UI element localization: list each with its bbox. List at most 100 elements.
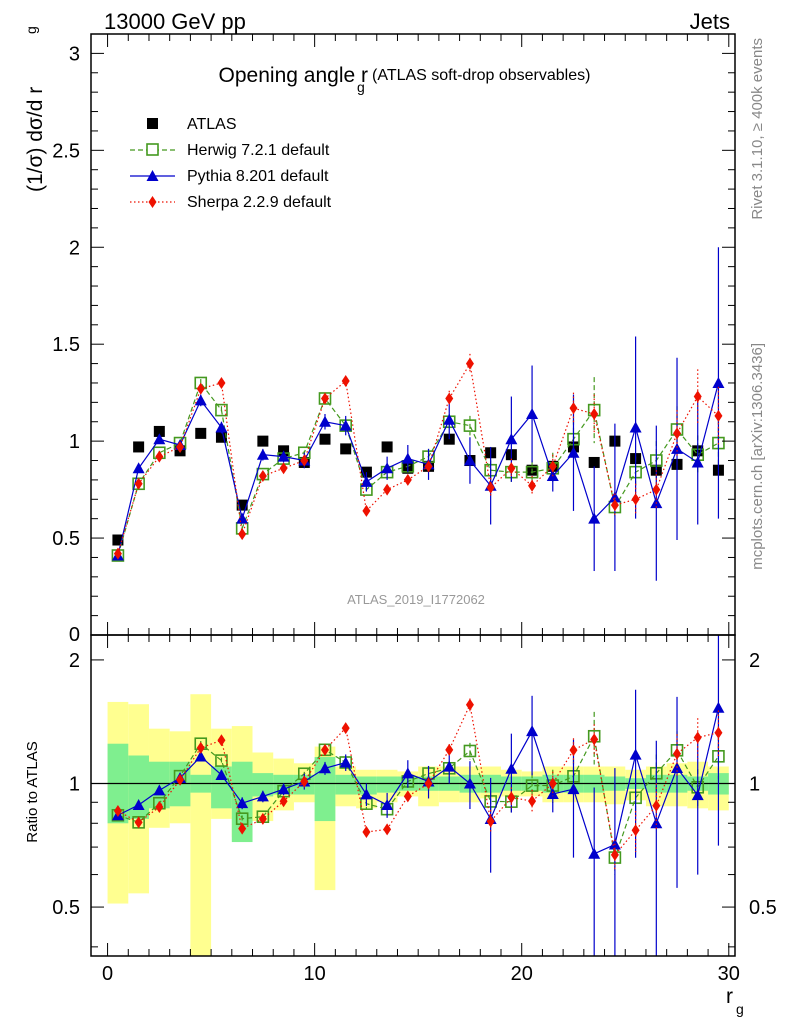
- atlas-point: [340, 443, 352, 455]
- pythia-8-201-default-ratio-point: [381, 798, 394, 810]
- pythia-8-201-default-point: [339, 419, 352, 431]
- pythia-8-201-default-point: [381, 462, 394, 474]
- sherpa-2-2-9-default-ratio-point: [341, 722, 350, 735]
- pythia-8-201-default-ratio-line: [117, 707, 720, 855]
- pythia-8-201-default-ratio-point: [153, 784, 166, 796]
- sherpa-2-2-9-default-point: [258, 470, 267, 483]
- herwig-7-2-1-default-point: [463, 419, 477, 432]
- sherpa-2-2-9-default-ratio-point: [383, 823, 392, 836]
- chart-title-main: Opening angle r: [219, 64, 368, 87]
- pythia-8-201-default-point: [608, 491, 621, 503]
- legend: ATLAS Herwig 7.2.1 default Pythia 8.201 …: [130, 116, 332, 211]
- main-y-tick-label: 3: [69, 43, 80, 65]
- sherpa-2-2-9-default-ratio-point: [590, 733, 599, 746]
- legend-marker-sherpa: [148, 196, 157, 208]
- sherpa-2-2-9-default-point: [176, 440, 185, 453]
- pythia-8-201-default-point: [194, 394, 207, 406]
- sherpa-2-2-9-default-line: [117, 361, 719, 554]
- pythia-8-201-default-point: [505, 433, 518, 445]
- sherpa-2-2-9-default-ratio-point: [403, 790, 412, 803]
- sherpa-2-2-9-default-point: [134, 477, 143, 490]
- main-y-tick-label: 0.5: [52, 528, 80, 550]
- pythia-8-201-default-point: [153, 433, 166, 445]
- sherpa-2-2-9-default-point: [362, 504, 371, 517]
- ratio-y-tick-label-right: 0.5: [749, 897, 777, 919]
- pythia-8-201-default-ratio-point: [463, 777, 476, 789]
- pythia-8-201-default-point: [671, 442, 684, 454]
- sherpa-2-2-9-default-point: [652, 483, 661, 496]
- sherpa-2-2-9-default-ratio-point: [714, 726, 723, 739]
- main-y-tick-label: 2.5: [52, 140, 80, 162]
- sherpa-2-2-9-default-point: [320, 392, 329, 405]
- pythia-8-201-default-point: [132, 462, 145, 474]
- pythia-8-201-default-ratio-point: [629, 748, 642, 760]
- atlas-point: [153, 425, 165, 437]
- ratio-stat-band-bin: [376, 776, 398, 793]
- pythia-8-201-default-ratio-point: [318, 762, 331, 774]
- mcplots-citation-label: mcplots.cern.ch [arXiv:1306.3436]: [749, 343, 766, 570]
- sherpa-2-2-9-default-point: [279, 462, 288, 475]
- sherpa-2-2-9-default-ratio-point: [652, 799, 661, 812]
- legend-label-sherpa: Sherpa 2.2.9 default: [187, 194, 332, 211]
- main-y-tick-label: 1.5: [52, 334, 80, 356]
- atlas-point: [381, 441, 393, 453]
- legend-label-pythia: Pythia 8.201 default: [187, 168, 329, 185]
- pythia-8-201-default-point: [277, 450, 290, 462]
- ratio-plot-frame: [90, 634, 736, 957]
- sherpa-2-2-9-default-ratio-point: [176, 773, 185, 786]
- main-ylabel-sub: g: [23, 26, 39, 34]
- sherpa-2-2-9-default-ratio-point: [196, 741, 205, 754]
- sherpa-2-2-9-default-point: [424, 460, 433, 473]
- pythia-8-201-default-ratio-point: [546, 788, 559, 800]
- sherpa-2-2-9-default-ratio-point: [155, 801, 164, 814]
- atlas-point: [195, 427, 207, 439]
- sherpa-2-2-9-default-ratio-point: [424, 777, 433, 790]
- main-y-tick-label: 1: [69, 431, 80, 453]
- pythia-8-201-default-point: [463, 454, 476, 466]
- sherpa-2-2-9-default-ratio-point: [693, 731, 702, 744]
- ratio-stat-band-bin: [211, 766, 232, 809]
- sherpa-2-2-9-default-point: [610, 499, 619, 512]
- sherpa-2-2-9-default-point: [714, 409, 723, 422]
- sherpa-2-2-9-default-ratio-point: [569, 744, 578, 757]
- sherpa-2-2-9-default-ratio-point: [279, 795, 288, 808]
- pythia-8-201-default-ratio-point: [236, 797, 249, 809]
- pythia-8-201-default-ratio-point: [567, 783, 580, 795]
- pythia-8-201-default-ratio-point: [691, 789, 704, 801]
- pythia-8-201-default-ratio-point: [443, 760, 456, 772]
- ratio-y-tick-label-left: 2: [69, 650, 80, 672]
- pythia-8-201-default-ratio-point: [277, 783, 290, 795]
- sherpa-2-2-9-default-point: [445, 392, 454, 405]
- ratio-y-tick-label-left: 0.5: [52, 897, 80, 919]
- sherpa-2-2-9-default-point: [300, 454, 309, 467]
- pythia-8-201-default-point: [567, 446, 580, 458]
- sherpa-2-2-9-default-point: [383, 483, 392, 496]
- sherpa-2-2-9-default-point: [196, 382, 205, 395]
- sherpa-2-2-9-default-point: [465, 357, 474, 370]
- pythia-8-201-default-ratio-point: [339, 756, 352, 768]
- sherpa-2-2-9-default-ratio-point: [320, 743, 329, 756]
- sherpa-2-2-9-default-point: [238, 528, 247, 541]
- herwig-7-2-1-default-ratio-point: [463, 744, 477, 758]
- pythia-8-201-default-ratio-point: [256, 790, 269, 802]
- main-y-tick-label: 2: [69, 237, 80, 259]
- atlas-point: [588, 456, 600, 468]
- sherpa-2-2-9-default-ratio-point: [528, 795, 537, 808]
- sherpa-2-2-9-default-ratio-point: [258, 812, 267, 825]
- pythia-8-201-default-point: [712, 376, 725, 388]
- sherpa-2-2-9-default-ratio-point: [631, 824, 640, 837]
- legend-label-atlas: ATLAS: [187, 116, 237, 133]
- sherpa-2-2-9-default-ratio-point: [300, 775, 309, 788]
- rivet-version-label: Rivet 3.1.10, ≥ 400k events: [749, 38, 766, 220]
- x-axis-label: r: [726, 985, 733, 1008]
- sherpa-2-2-9-default-point: [590, 407, 599, 420]
- sherpa-2-2-9-default-ratio-point: [507, 791, 516, 804]
- sherpa-2-2-9-default-point: [486, 481, 495, 494]
- header-energy-label: 13000 GeV pp: [104, 9, 246, 34]
- sherpa-2-2-9-default-ratio-point: [465, 698, 474, 711]
- sherpa-2-2-9-default-point: [341, 375, 350, 388]
- atlas-point: [133, 441, 145, 453]
- x-axis-label-sub: g: [736, 1001, 744, 1017]
- pythia-8-201-default-line: [117, 382, 720, 556]
